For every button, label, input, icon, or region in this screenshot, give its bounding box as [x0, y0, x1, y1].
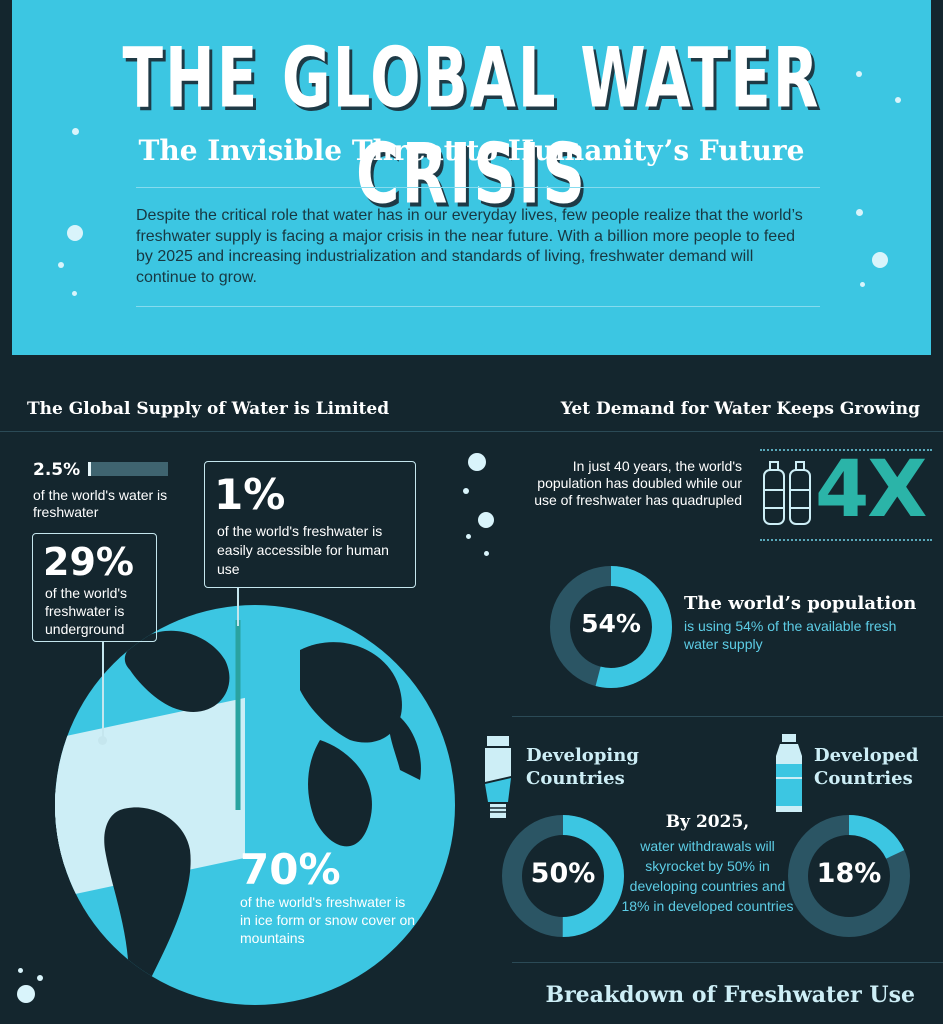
developed-label: Developed Countries — [814, 745, 919, 789]
breakdown-heading: Breakdown of Freshwater Use — [545, 982, 916, 1008]
crushed-bottle-icon — [485, 736, 511, 818]
bubble-decoration — [37, 975, 43, 981]
stat-accessible-value: 1% — [214, 470, 286, 519]
accessible-callout — [204, 461, 416, 588]
population-text: is using 54% of the available fresh wate… — [684, 618, 897, 652]
donut-fill — [788, 815, 910, 937]
forecast-text: water withdrawals will skyrocket by 50% … — [621, 838, 794, 914]
bubble-decoration — [466, 534, 471, 539]
freshwater-bar-track — [88, 462, 168, 476]
stat-freshwater-value: 2.5% — [33, 460, 81, 480]
bubble-decoration — [478, 512, 494, 528]
stat-ice-text: of the world's freshwater is in ice form… — [240, 894, 416, 946]
bubble-decoration — [17, 985, 35, 1003]
water-bottle-icon — [776, 734, 802, 812]
population-title: The world’s population — [684, 593, 917, 614]
bubble-decoration — [484, 551, 489, 556]
bottle-icons — [763, 461, 811, 525]
underground-callout — [32, 533, 157, 642]
page-subtitle: The Invisible Threat to Humanity’s Futur… — [138, 134, 805, 167]
developed-value: 18% — [816, 858, 882, 889]
header: THE GLOBAL WATER CRISIS The Invisible Th… — [0, 0, 943, 360]
bubble-decoration — [872, 252, 888, 268]
bubble-decoration — [18, 968, 23, 973]
stat-accessible-text: of the world's freshwater is easily acce… — [217, 523, 389, 577]
freshwater-bar-fill — [88, 462, 91, 476]
wave-edge — [12, 320, 931, 352]
stat-freshwater-text: of the world's water is freshwater — [33, 487, 168, 520]
stat-ice-value: 70% — [240, 845, 341, 894]
donut-fill — [550, 566, 672, 688]
developing-label: Developing Countries — [526, 745, 639, 789]
stat-underground-value: 29% — [43, 540, 134, 584]
dotted-divider — [760, 449, 932, 451]
bubble-decoration — [72, 291, 77, 296]
callout-dot — [98, 736, 107, 745]
divider — [136, 187, 820, 188]
growth-multiplier: 4X — [815, 445, 927, 535]
bubble-decoration — [468, 453, 486, 471]
intro-paragraph: Despite the critical role that water has… — [136, 207, 803, 286]
globe-illustration — [55, 605, 455, 1005]
bubble-decoration — [67, 225, 83, 241]
supply-heading: The Global Supply of Water is Limited — [27, 399, 390, 419]
forecast-title: By 2025, — [665, 812, 750, 832]
demand-heading: Yet Demand for Water Keeps Growing — [560, 399, 920, 419]
bubble-decoration — [895, 97, 901, 103]
callout-connector — [102, 642, 104, 740]
population-donut — [550, 566, 672, 688]
bubble-decoration — [856, 209, 863, 216]
growth-text: In just 40 years, the world's population… — [534, 458, 742, 508]
developing-donut — [502, 815, 624, 937]
divider — [0, 431, 522, 432]
bubble-decoration — [856, 71, 862, 77]
header-background — [12, 0, 931, 355]
stat-underground-text: of the world's freshwater is underground — [45, 585, 128, 637]
developed-donut — [788, 815, 910, 937]
page-title: THE GLOBAL WATER CRISIS — [122, 30, 821, 223]
bubble-decoration — [72, 128, 79, 135]
divider — [512, 716, 943, 717]
bubble-decoration — [58, 262, 64, 268]
callout-connector — [237, 588, 239, 626]
dotted-divider — [760, 539, 932, 541]
divider — [512, 431, 943, 432]
divider — [512, 962, 943, 963]
bubble-decoration — [860, 282, 865, 287]
population-value: 54% — [581, 609, 641, 638]
donut-fill — [502, 815, 624, 937]
divider — [136, 306, 820, 307]
bubble-decoration — [463, 488, 469, 494]
developing-value: 50% — [530, 858, 596, 889]
